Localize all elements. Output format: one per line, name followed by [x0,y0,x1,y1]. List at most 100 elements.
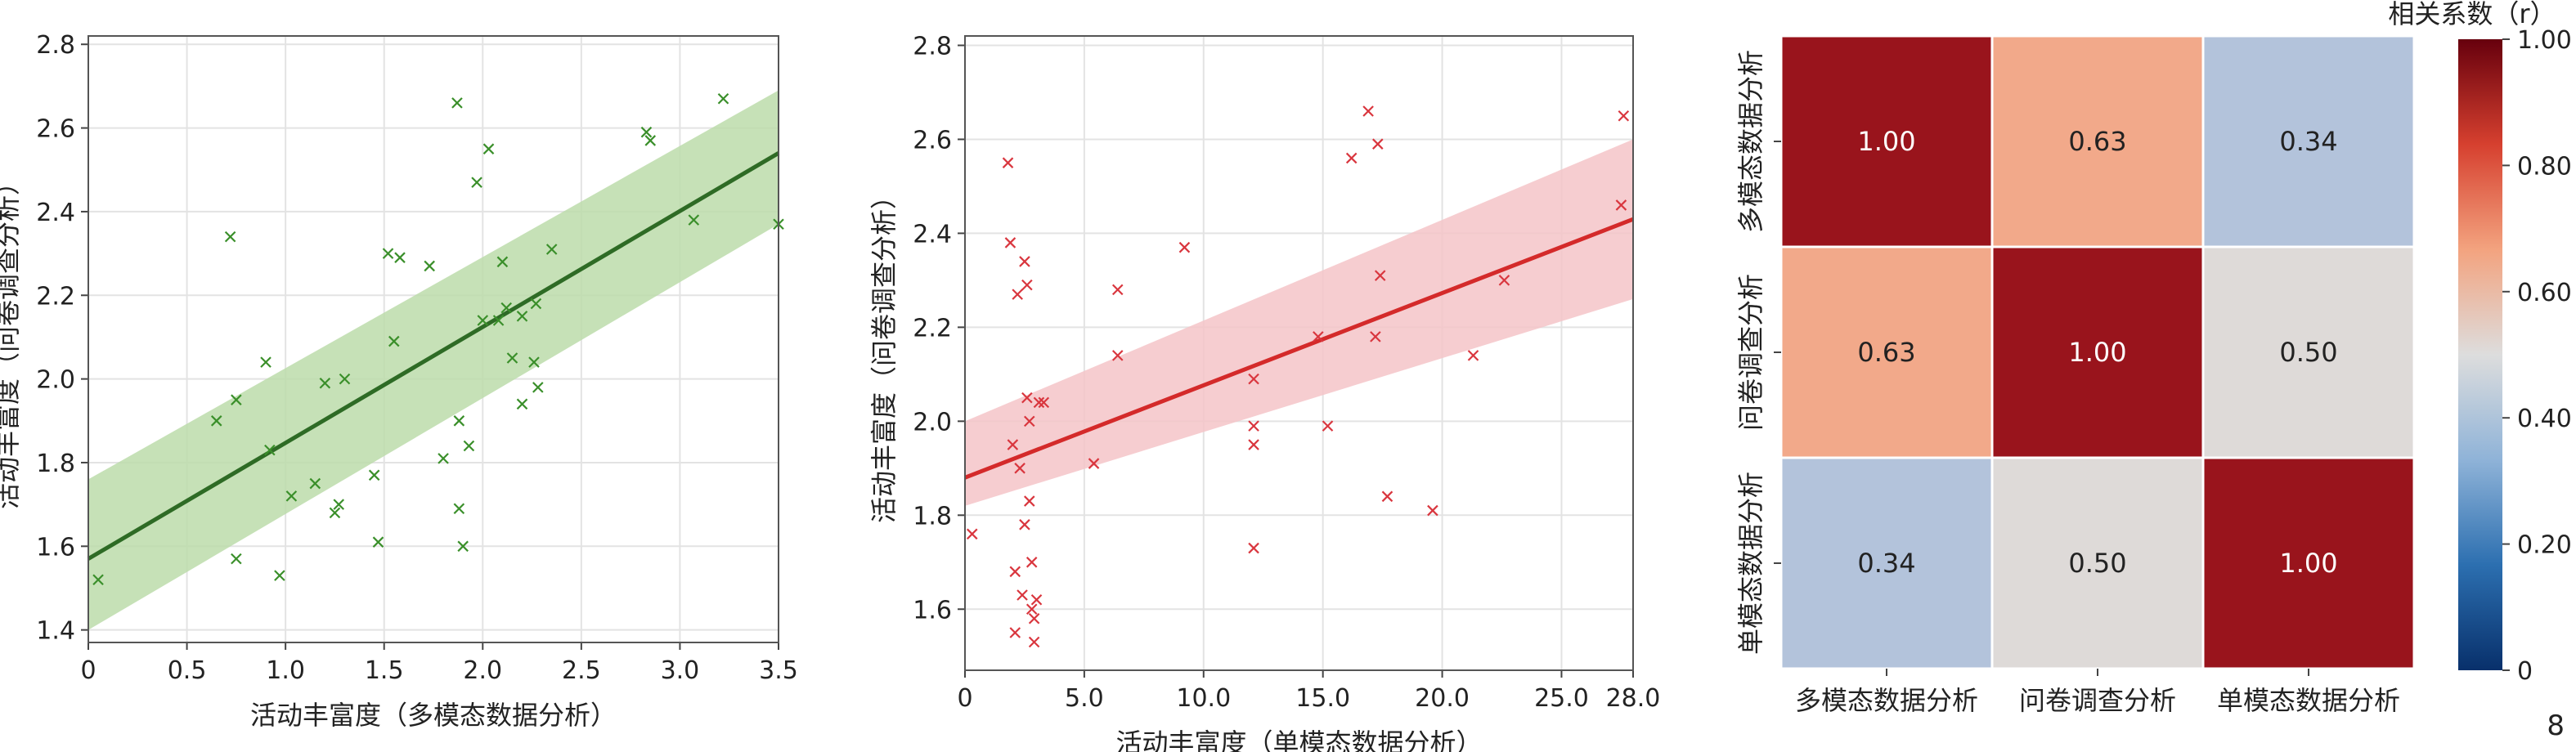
data-point [1248,439,1259,450]
data-point [1009,627,1021,638]
axes: 0 5.0 10.0 15.0 20.0 25.0 28.0 1.6 1.8 2.0 2.2 2.4 2… [913,32,1660,713]
data-point-stroke [1009,566,1021,578]
data-point-stroke [285,490,298,502]
data-point-stroke [492,315,505,326]
data-point-stroke [1025,603,1038,615]
data-point [1012,289,1023,300]
data-point-stroke [388,335,400,347]
data-point-stroke [1019,519,1030,530]
data-point [1019,519,1030,530]
x-axis-label: 活动丰富度（单模态数据分析） [1115,727,1482,752]
data-point [1004,237,1016,248]
y-tick-label: 2.6 [36,115,75,144]
data-point-stroke [394,252,406,263]
heatmap-cells: 1.00 0.63 0.34 0.63 1.00 0.50 0.34 0.50 1.00 [1779,34,2416,670]
data-point [496,256,509,268]
data-point-stroke [1028,636,1040,648]
data-point [1038,396,1050,409]
data-point-stroke [1009,627,1021,638]
y-tick-label: 2.4 [913,220,952,248]
data-point [1322,420,1334,432]
y-tick-label: 2.2 [913,314,952,342]
data-point [532,382,544,393]
data-point-stroke [1374,270,1386,281]
x-tick-label: 3.0 [661,656,700,685]
data-point-stroke [210,415,222,427]
data-point [438,453,449,464]
data-point [333,499,345,510]
data-point-stroke [1019,256,1030,267]
data-point-stroke [640,126,653,138]
data-point [528,356,540,368]
data-point-stroke [1248,542,1259,554]
correlation-heatmap: 1.00 0.63 0.34 0.63 1.00 0.50 0.34 0.50 1.00 多模态… [1735,0,2572,716]
data-point-stroke [264,444,276,456]
x-tick-label: 0.5 [168,656,207,685]
data-point [394,252,406,263]
data-point-stroke [688,214,700,226]
colorbar-gradient [2458,39,2502,670]
confidence-band-area [88,90,779,630]
data-point [644,135,657,146]
data-point [1111,350,1124,361]
data-point [1030,593,1043,606]
data-point [1345,152,1358,164]
heatmap-cell [1779,245,1994,459]
data-point-stroke [644,135,657,146]
colorbar-tick-label: 0 [2517,657,2533,686]
data-point [382,248,394,259]
data-point-stroke [319,377,331,389]
data-point-stroke [1362,105,1374,117]
data-point [1028,612,1040,624]
heatmap-cell-value: 0.50 [2279,337,2337,368]
data-point-stroke [224,231,236,243]
scatter-plot-multimodal: 0 0.5 1.0 1.5 2.0 2.5 3.0 3.5 1.4 1.6 1.8 2.0 2.2 2.4… [0,31,798,731]
plot-frame [964,35,1634,671]
data-point [717,92,729,105]
data-point-stroke [1024,495,1035,507]
scatter-plot-unimodal: 0 5.0 10.0 15.0 20.0 25.0 28.0 1.6 1.8 2.0 2.2 2.4 2… [868,32,1660,752]
data-point-stroke [496,256,509,268]
data-point [506,352,518,364]
plot-frame [88,35,779,643]
x-tick-label: 0 [957,684,972,713]
data-point-stroke [382,248,394,259]
colorbar-title: 相关系数（r） [2388,0,2556,29]
heatmap-cell [1990,34,2205,248]
data-point-stroke [1088,458,1100,469]
col-label: 问卷调查分析 [2019,685,2176,716]
data-point-stroke [1248,439,1259,450]
data-point [1618,110,1630,122]
data-point [545,244,558,255]
regression-line [964,217,1634,480]
data-point [1028,636,1040,648]
colorbar-tick-label: 0.40 [2517,405,2572,433]
data-point [1007,439,1019,450]
y-axis-label: 活动丰富度（问卷调查分析） [868,183,900,523]
data-point-stroke [516,398,528,410]
heatmap-cell-value: 0.63 [1857,337,1915,368]
x-tick-label: 2.0 [463,656,502,685]
data-point-stroke [528,356,540,368]
heatmap-cell [1990,245,2205,459]
data-point-stroke [1021,392,1033,404]
data-point-stroke [1021,279,1033,291]
data-point [285,490,298,502]
data-point [1025,603,1038,615]
data-point-stroke [1016,589,1028,601]
data-point-stroke [477,315,489,326]
page-number: 8 [2547,709,2565,742]
confidence-band-area [965,139,1633,506]
data-point [264,444,276,456]
y-tick-label: 1.8 [36,450,75,478]
data-point-stroke [1004,237,1016,248]
heatmap-cell-value: 0.34 [2279,126,2337,157]
data-point-stroke [1111,284,1124,296]
data-point-stroke [1025,557,1038,568]
colorbar-tick-label: 0.20 [2517,531,2572,560]
y-tick-label: 2.8 [36,31,75,60]
data-point [463,440,475,452]
data-point [231,394,242,405]
data-point-stroke [1030,593,1043,606]
heatmap-cell [1779,456,1994,670]
